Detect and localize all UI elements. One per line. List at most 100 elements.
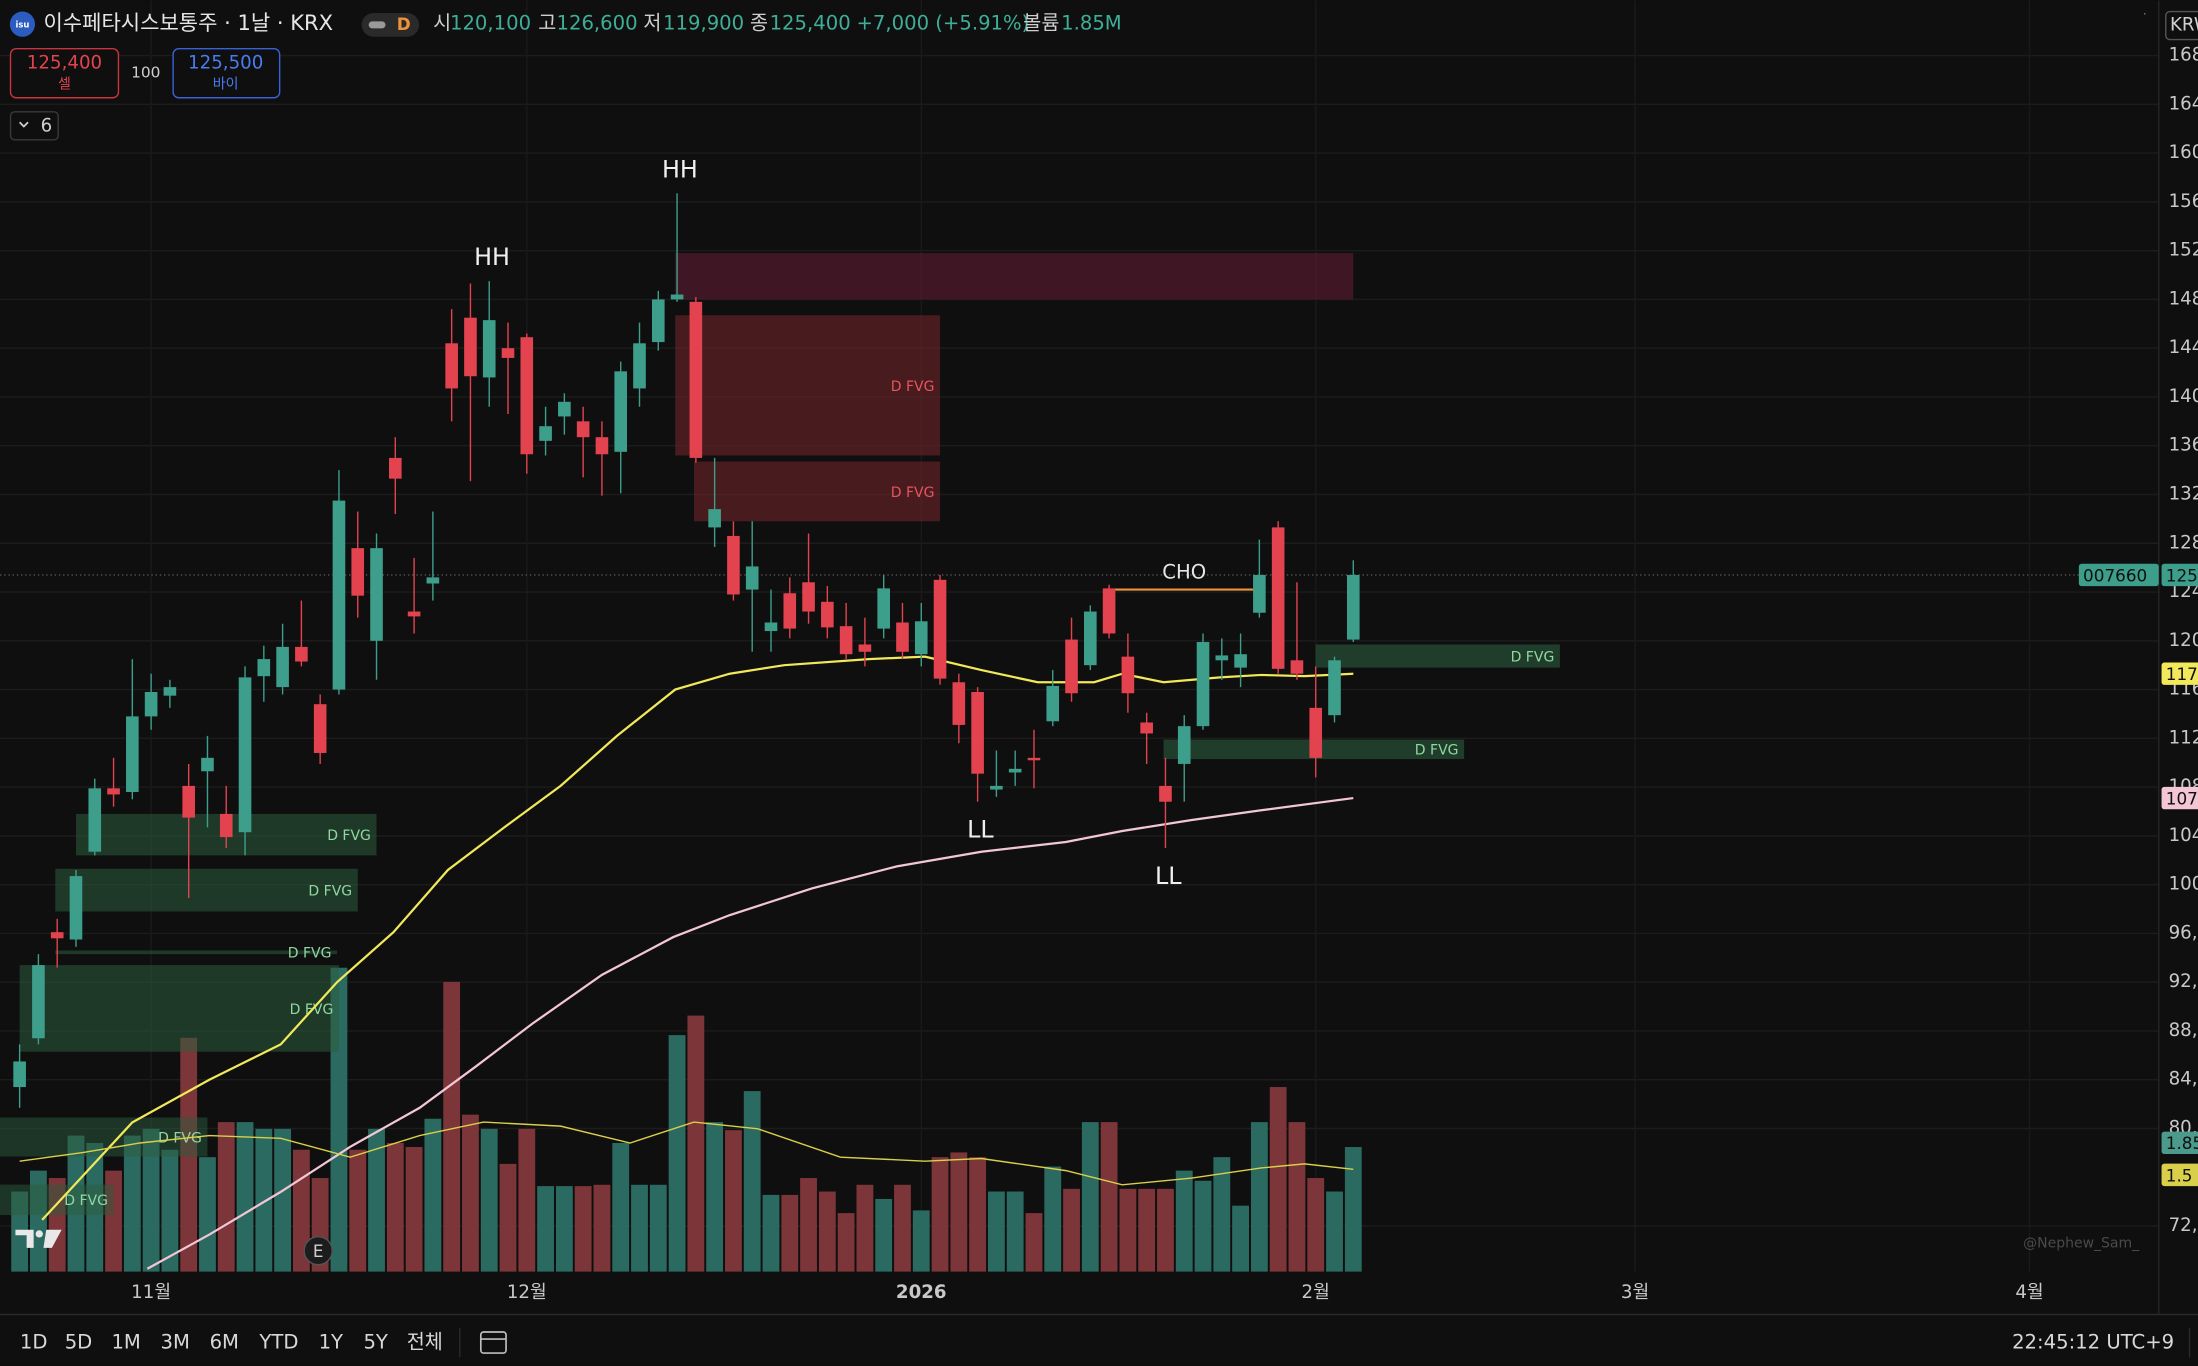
candle-body [595, 437, 609, 455]
volume-bar [725, 1130, 742, 1272]
candle-body [1027, 757, 1041, 761]
symbol-title[interactable]: 이수페타시스보통주 · 1날 · KRX [43, 10, 333, 35]
y-tick-label: 160,000 [2169, 142, 2198, 163]
candle-body [802, 582, 815, 612]
range-button[interactable]: 6M [210, 1331, 239, 1354]
y-tick-label: 88,000 [2169, 1020, 2198, 1041]
candle-body [1159, 785, 1172, 802]
candle-body [1121, 656, 1135, 694]
indicators-toggle[interactable] [9, 111, 59, 141]
range-button[interactable]: 5D [65, 1331, 93, 1354]
range-button[interactable]: 3M [161, 1331, 190, 1354]
volume-bar [612, 1142, 630, 1272]
y-tick-label: 92,000 [2169, 971, 2198, 992]
candle-body [1271, 527, 1285, 669]
volume-bar [443, 981, 461, 1272]
buy-button[interactable] [172, 47, 281, 99]
y-tick-label: 112,000 [2169, 727, 2198, 748]
volume-bar [1269, 1087, 1287, 1272]
fvg-zone [1315, 644, 1560, 668]
candle-body [1346, 574, 1360, 640]
volume-bar [123, 1135, 141, 1272]
swing-label: HH [474, 243, 510, 271]
fvg-label: D FVG [1415, 743, 1459, 759]
range-button[interactable]: 5Y [363, 1331, 388, 1354]
volume-bar [555, 1186, 573, 1272]
ohlc-label: 시 [433, 12, 451, 35]
ohlc-value: 119,900 [663, 12, 744, 35]
range-button[interactable]: YTD [258, 1331, 298, 1354]
candle-body [764, 622, 778, 632]
range-button[interactable]: 전체 [407, 1331, 443, 1354]
volume-bar [1194, 1180, 1212, 1272]
volume-bar [1232, 1205, 1249, 1272]
candle-body [1309, 707, 1323, 758]
candle-body [88, 788, 102, 852]
volume-bar [743, 1091, 761, 1272]
x-tick-label: 12월 [507, 1282, 547, 1303]
tv-logo [15, 1229, 62, 1248]
candle-body [539, 426, 552, 441]
footer: 22:45:12 UTC+9 @Nephew_Sam_ 11월 12월 2026 2월… [0, 1236, 2198, 1358]
ohlc-value: 125,400 [770, 12, 851, 35]
volume-bar [800, 1178, 817, 1272]
choch-label: CHO [1162, 560, 1206, 583]
range-button[interactable]: 1D [20, 1331, 48, 1354]
range-button[interactable]: 1Y [319, 1331, 344, 1354]
fvg-label: D FVG [891, 485, 935, 501]
volume-bar [706, 1122, 724, 1272]
candle-body [144, 692, 158, 717]
volume-bar [1119, 1188, 1137, 1272]
fvg-zone [55, 868, 358, 912]
y-tick-label: 164,000 [2169, 93, 2198, 114]
calendar-icon[interactable] [479, 1331, 507, 1354]
fvg-zone [693, 461, 941, 522]
sell-button[interactable] [9, 47, 120, 99]
y-tick-label: 100,000 [2169, 874, 2198, 895]
y-tick-label: 140,000 [2169, 386, 2198, 407]
candle-body [1290, 660, 1304, 674]
ohlc-label: 종 [750, 12, 768, 35]
volume-bar [236, 1122, 254, 1272]
ma-badge [2161, 786, 2198, 810]
y-tick-label: 132,000 [2169, 483, 2198, 504]
fvg-label: D FVG [1511, 649, 1555, 665]
candle-body [351, 548, 365, 596]
plot-area: D FVG D FVG D FVG D FVG D FVG D FVG D FVG D FVG… [0, 0, 2159, 1272]
candle-body [238, 677, 252, 833]
symbol-badge-text: 007660 [2083, 565, 2147, 585]
y-tick-label: 144,000 [2169, 337, 2198, 358]
y-tick-label: 72,000 [2169, 1215, 2198, 1236]
events-icon[interactable] [303, 1236, 333, 1266]
ohlc-label: 저 [643, 12, 661, 35]
candle-body [313, 704, 327, 753]
indicators-count: 6 [41, 115, 53, 136]
y-tick-label: 96,000 [2169, 922, 2198, 943]
logo-part [43, 1229, 62, 1248]
y-tick-label: 168,000 [2169, 45, 2198, 66]
volume-bar [1044, 1166, 1062, 1272]
candle-body [1046, 685, 1060, 722]
volume-bar [818, 1191, 836, 1272]
interval-toggle[interactable] [361, 12, 420, 37]
fvg-zone [675, 253, 1354, 300]
candle-body [426, 577, 440, 584]
volume-bar [931, 1157, 949, 1272]
volume-bar [1307, 1178, 1325, 1272]
currency: KRW [2170, 15, 2198, 36]
candle-body [201, 757, 214, 772]
buy-price: 125,500 [188, 52, 263, 73]
candle-body [971, 692, 984, 774]
currency-box[interactable] [2165, 10, 2198, 41]
volume-bar [161, 1149, 179, 1272]
watermark: @Nephew_Sam_ [2023, 1236, 2140, 1252]
volume-bar [349, 1149, 367, 1272]
volume-bar [668, 1035, 686, 1272]
close-icon[interactable]: · [2143, 6, 2147, 21]
fvg-label: D FVG [288, 946, 332, 962]
volume-bar [1006, 1191, 1024, 1272]
range-button[interactable]: 1M [111, 1331, 140, 1354]
candle-body [389, 457, 402, 479]
x-tick-label: 4월 [2015, 1282, 2043, 1303]
